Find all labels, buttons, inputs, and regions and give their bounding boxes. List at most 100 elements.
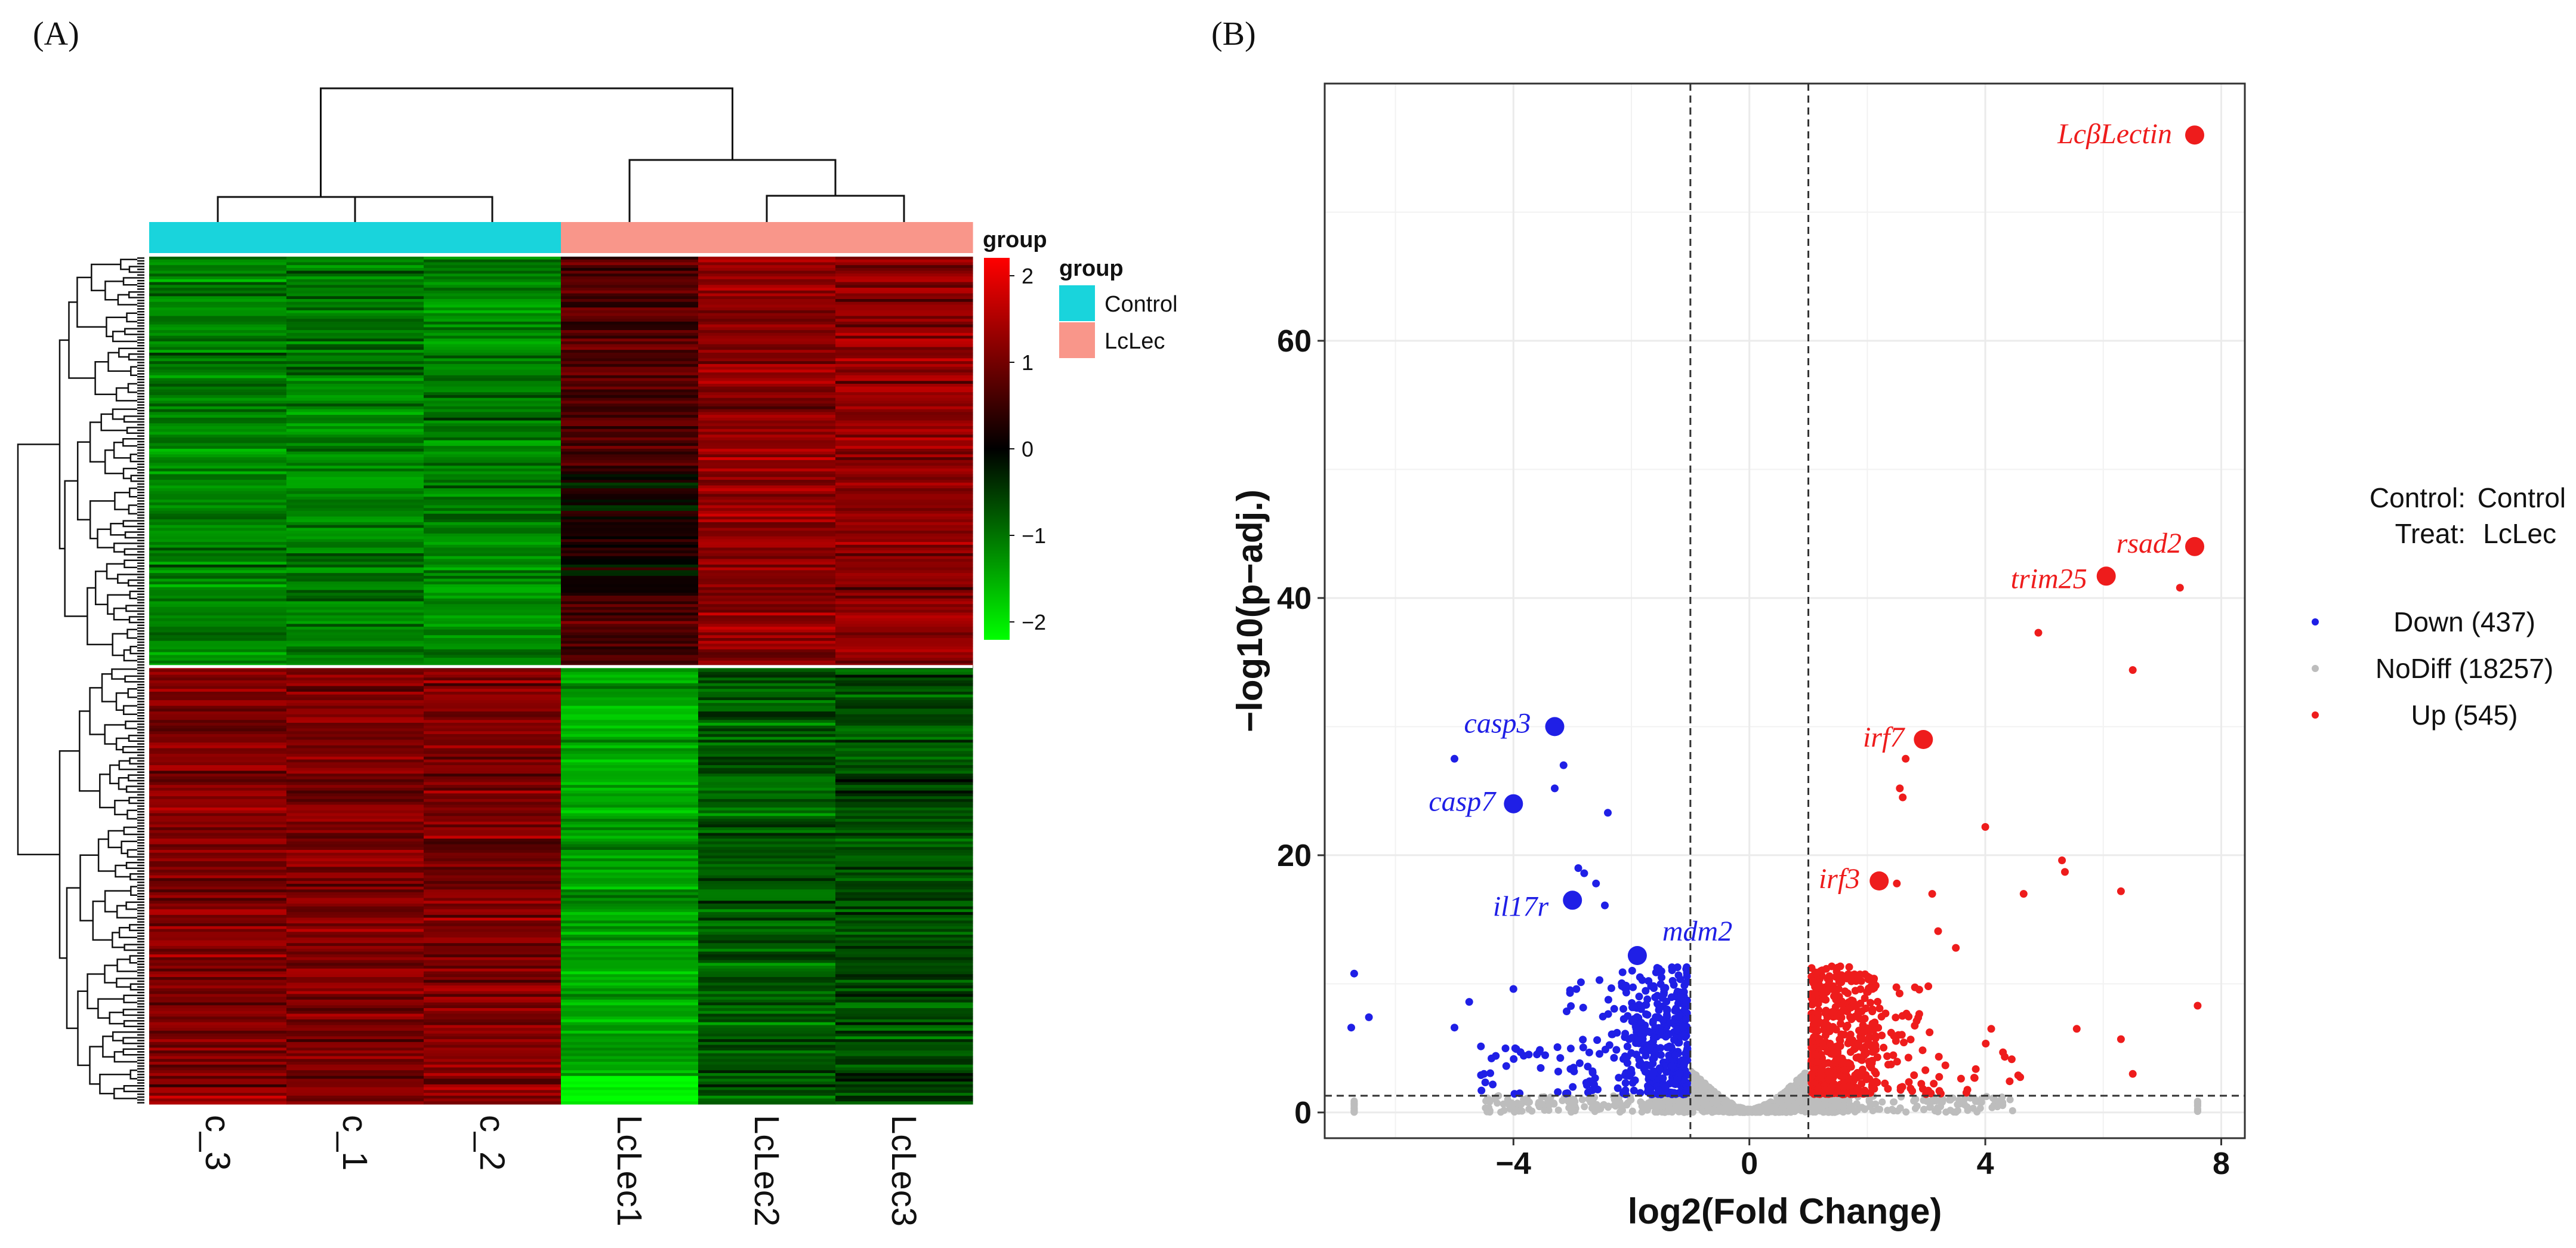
heatmap-cell [149,403,287,407]
heatmap-cell [286,415,424,418]
heatmap-cell [286,587,424,591]
heatmap-cell [835,282,973,285]
point-nodiff [1910,1097,1918,1105]
heatmap-cell [424,397,562,401]
heatmap-cell [286,886,424,890]
heatmap-cell [835,344,973,348]
point-up [2007,1055,2016,1064]
heatmap-cell [835,649,973,653]
heatmap-cell [561,751,699,754]
heatmap-cell [561,836,699,839]
heatmap-cell [424,917,562,921]
heatmap-cell [835,316,973,319]
heatmap-cell [286,875,424,879]
heatmap-cell [424,883,562,888]
heatmap-cell [561,805,699,808]
dendrogram-link [122,745,137,753]
heatmap-cell [149,593,287,596]
heatmap-cell [424,855,562,859]
heatmap-cell [424,875,562,879]
heatmap-cell [286,581,424,585]
heatmap-cell [286,553,424,557]
heatmap-cell [561,285,699,288]
heatmap-cell [149,273,287,277]
heatmap-cell [835,663,973,667]
dendrogram-link [125,862,137,870]
heatmap-cell [698,889,836,893]
heatmap-cell [286,446,424,449]
heatmap-cell [286,460,424,464]
heatmap-cell [561,282,699,285]
heatmap-cell [698,1090,836,1093]
point-down [1615,1074,1623,1082]
heatmap-cell [149,1047,287,1051]
heatmap-cell [286,502,424,506]
heatmap-cell [698,691,836,695]
heatmap-cell [149,612,287,616]
heatmap-cell [561,564,699,568]
heatmap-cell [149,702,287,707]
heatmap-cell [835,680,973,684]
point-up [1861,1015,1869,1023]
heatmap-cell [698,412,836,415]
point-nodiff [1913,1102,1921,1110]
heatmap-cell [561,344,699,348]
heatmap-cell [286,1030,424,1034]
heatmap-cell [561,624,699,627]
point-nodiff [1618,1104,1625,1112]
heatmap-cell [698,997,836,1000]
point-up [1871,1032,1880,1040]
point-up [1987,1025,1995,1033]
heatmap-cell [835,513,973,517]
heatmap-cell [149,737,287,740]
heatmap-cell [561,731,699,735]
heatmap-cell [424,502,562,506]
point-nodiff [1890,1098,1897,1106]
heatmap-cell [835,299,973,303]
heatmap-cell [286,1028,424,1031]
heatmap-cell [835,677,973,681]
heatmap-cell [424,542,562,546]
heatmap-cell [561,301,699,306]
heatmap-cell [561,892,699,896]
heatmap-cell [698,624,836,627]
heatmap-cell [149,372,287,376]
heatmap-cell [424,1002,562,1006]
heatmap-cell [286,861,424,865]
heatmap-cell [149,833,287,836]
heatmap-cell [424,310,562,314]
heatmap-cell [149,494,287,497]
heatmap-cell [698,1019,836,1023]
heatmap-cell [835,697,973,701]
heatmap-cell [149,728,287,732]
point-nodiff [1729,1105,1736,1113]
heatmap-cell [149,785,287,788]
heatmap-cell [561,901,699,904]
heatmap-cell [149,451,287,455]
heatmap-cell [424,525,562,528]
heatmap-cell [698,802,836,805]
point-down [1680,981,1689,990]
heatmap-cell [424,293,562,297]
heatmap-cell [835,363,973,368]
heatmap-cell [698,601,836,605]
heatmap-cell [424,643,562,647]
heatmap-cell [149,536,287,540]
dendrogram-link [127,628,137,639]
heatmap-cell [424,330,562,334]
heatmap-cell [424,609,562,613]
heatmap-cell [835,977,973,981]
point-down [1551,784,1559,793]
point-up [1957,1074,1965,1083]
heatmap-cell [149,790,287,794]
heatmap-cell [698,267,836,272]
heatmap-cell [698,655,836,658]
control-value: Control [2478,482,2566,513]
heatmap-cell [149,375,287,379]
heatmap-cell [698,731,836,735]
dendrogram-link [87,973,105,1009]
heatmap-cell [424,663,562,667]
heatmap-cell [835,1008,973,1012]
heatmap-cell [561,1028,699,1031]
heatmap-cell [149,556,287,560]
